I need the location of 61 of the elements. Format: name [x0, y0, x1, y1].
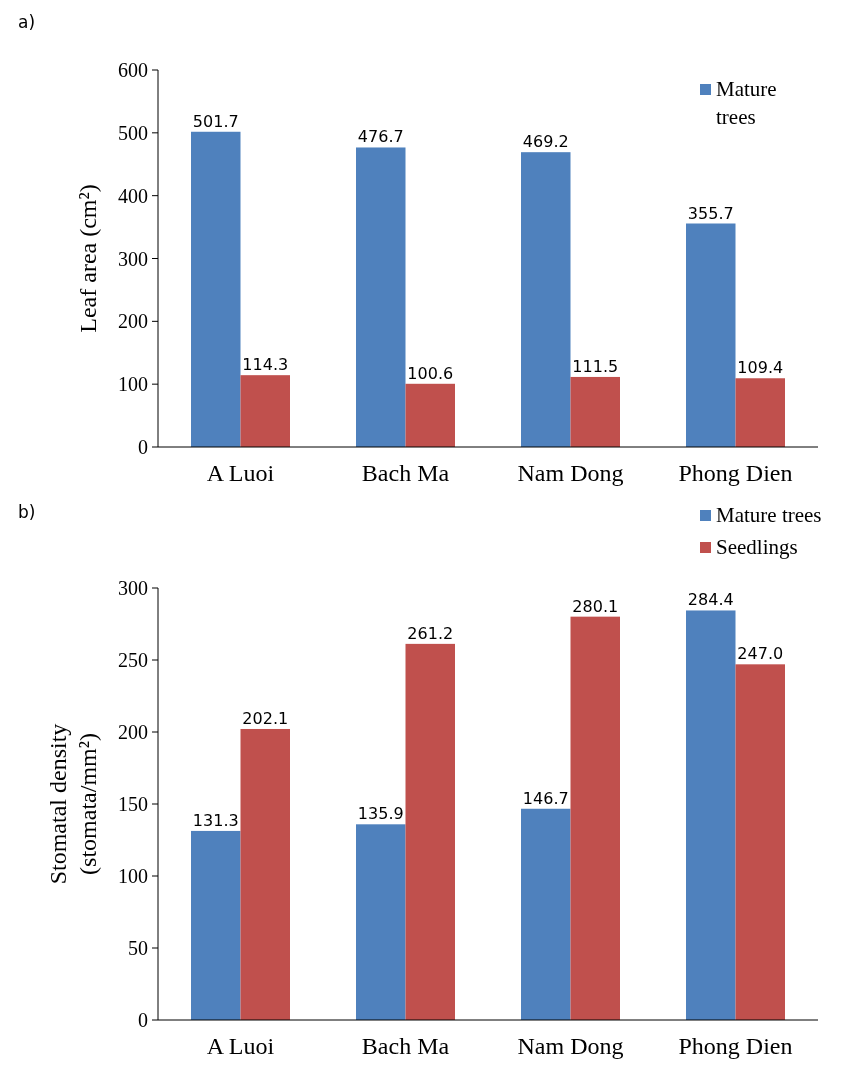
bar	[240, 375, 290, 447]
bar	[356, 824, 406, 1020]
data-label: 131.3	[192, 810, 239, 830]
bar	[191, 131, 241, 447]
legend-label: Mature trees	[716, 503, 822, 527]
x-tick-label: Bach Ma	[361, 460, 450, 486]
bar	[735, 664, 785, 1020]
bar	[686, 610, 736, 1020]
bar	[570, 376, 620, 447]
y-tick-label: 150	[118, 793, 148, 815]
data-label: 100.6	[407, 363, 454, 383]
bar	[570, 616, 620, 1020]
data-label: 476.7	[357, 127, 404, 147]
data-label: 146.7	[522, 788, 569, 808]
data-label: 247.0	[737, 644, 784, 664]
data-label: 355.7	[687, 203, 734, 223]
x-tick-label: A Luoi	[206, 1033, 275, 1059]
bar	[240, 728, 290, 1020]
y-tick-label: 200	[118, 310, 148, 333]
y-tick-label: 300	[118, 577, 148, 599]
y-tick-label: 250	[118, 649, 148, 671]
data-label: 284.4	[687, 590, 734, 610]
legend-label: Mature trees	[716, 77, 777, 129]
data-label: 111.5	[572, 356, 619, 376]
legend-label: Seedlings	[716, 535, 798, 559]
y-axis-title: Stomatal density (stomata/mm²)	[45, 723, 101, 885]
y-tick-label: 100	[118, 865, 148, 887]
x-tick-label: A Luoi	[206, 460, 275, 486]
data-label: 469.2	[522, 132, 569, 152]
x-tick-label: Phong Dien	[678, 460, 793, 486]
data-label: 202.1	[242, 708, 289, 728]
data-label: 109.4	[737, 358, 784, 378]
bar	[735, 378, 785, 447]
x-tick-label: Nam Dong	[517, 460, 624, 486]
y-tick-label: 300	[118, 247, 148, 270]
y-axis-title: Leaf area (cm²)	[75, 184, 101, 333]
data-label: 280.1	[572, 596, 619, 616]
y-tick-label: 0	[138, 1009, 148, 1031]
bar	[521, 152, 571, 447]
bar	[191, 830, 241, 1020]
y-tick-label: 0	[138, 436, 148, 458]
bar	[405, 383, 455, 447]
y-tick-label: 400	[118, 184, 148, 207]
bar	[521, 808, 571, 1020]
bar	[686, 223, 736, 447]
y-tick-label: 500	[118, 121, 148, 144]
data-label: 501.7	[192, 111, 239, 131]
data-label: 114.3	[242, 355, 289, 375]
data-label: 261.2	[407, 623, 454, 643]
data-label: 135.9	[357, 804, 404, 824]
x-tick-label: Bach Ma	[361, 1033, 450, 1059]
y-tick-label: 50	[128, 937, 148, 959]
y-tick-label: 200	[118, 721, 148, 743]
bar	[405, 643, 455, 1020]
x-tick-label: Nam Dong	[517, 1033, 624, 1059]
x-tick-label: Phong Dien	[678, 1033, 793, 1059]
text: b)	[18, 502, 36, 522]
text: a)	[18, 12, 36, 32]
y-tick-label: 100	[118, 373, 148, 396]
bar	[356, 147, 406, 447]
y-tick-label: 600	[118, 59, 148, 81]
